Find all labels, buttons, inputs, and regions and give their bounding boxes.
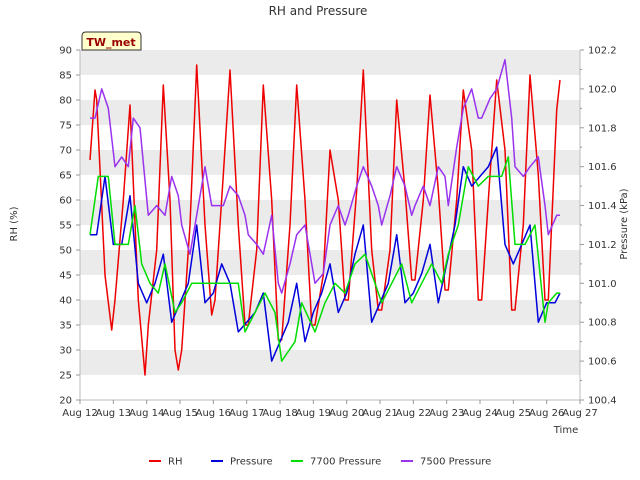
plot-band xyxy=(80,300,580,325)
y-tick-label-right: 101.8 xyxy=(588,123,617,134)
y-tick-label-left: 85 xyxy=(59,71,72,82)
legend-item: 7700 Pressure xyxy=(291,457,381,468)
y-tick-label-left: 25 xyxy=(59,371,72,382)
legend-label: Pressure xyxy=(230,457,273,468)
x-tick-label: Aug 27 xyxy=(562,408,597,419)
chart-title: RH and Pressure xyxy=(269,4,368,18)
y-tick-label-left: 75 xyxy=(59,121,72,132)
x-tick-label: Aug 20 xyxy=(329,408,364,419)
plot-band xyxy=(80,350,580,375)
legend: RH Pressure 7700 Pressure 7500 Pressure xyxy=(149,457,491,468)
x-tick-label: Aug 13 xyxy=(96,408,131,419)
legend-label: RH xyxy=(168,457,182,468)
station-badge: TW_met xyxy=(81,31,142,51)
x-axis-label: Time xyxy=(553,425,578,436)
y-tick-label-left: 35 xyxy=(59,321,72,332)
y-tick-label-right: 102.0 xyxy=(588,84,617,95)
y-tick-label-left: 65 xyxy=(59,171,72,182)
y-tick-label-left: 50 xyxy=(59,246,72,257)
y-tick-label-left: 20 xyxy=(59,396,72,407)
x-tick-label: Aug 12 xyxy=(62,408,97,419)
y-tick-label-left: 90 xyxy=(59,46,72,57)
y-tick-label-right: 101.6 xyxy=(588,162,617,173)
station-label: TW_met xyxy=(86,36,135,49)
plot-band xyxy=(80,200,580,225)
x-tick-label: Aug 15 xyxy=(162,408,197,419)
series-layer xyxy=(89,58,561,376)
series-line-pressure xyxy=(90,146,561,362)
y-tick-label-left: 30 xyxy=(59,346,72,357)
plot-background-bands xyxy=(80,50,580,375)
series-line-7500-pressure xyxy=(90,58,560,294)
y-tick-label-right: 100.6 xyxy=(588,357,617,368)
x-tick-label: Aug 16 xyxy=(196,408,231,419)
y-tick-label-right: 101.2 xyxy=(588,240,617,251)
legend-item: Pressure xyxy=(211,457,273,468)
y-tick-label-right: 102.2 xyxy=(588,46,617,57)
y-axis-label-left: RH (%) xyxy=(9,206,20,241)
y-tick-label-left: 60 xyxy=(59,196,72,207)
plot-band xyxy=(80,100,580,125)
y-tick-label-right: 101.4 xyxy=(588,201,617,212)
y-tick-label-right: 100.4 xyxy=(588,396,617,407)
x-tick-label: Aug 21 xyxy=(362,408,397,419)
y-tick-label-left: 80 xyxy=(59,96,72,107)
y-axis-label-right: Pressure (kPa) xyxy=(619,188,630,259)
x-tick-label: Aug 22 xyxy=(396,408,431,419)
y-tick-label-left: 70 xyxy=(59,146,72,157)
y-tick-label-left: 55 xyxy=(59,221,72,232)
x-tick-label: Aug 18 xyxy=(262,408,297,419)
legend-item: 7500 Pressure xyxy=(401,457,491,468)
y-tick-label-left: 40 xyxy=(59,296,72,307)
legend-item: RH xyxy=(149,457,182,468)
plot-band xyxy=(80,50,580,75)
y-tick-label-left: 45 xyxy=(59,271,72,282)
x-tick-label: Aug 19 xyxy=(296,408,331,419)
x-tick-label: Aug 25 xyxy=(496,408,531,419)
series-line-7700-pressure xyxy=(89,156,560,362)
y-tick-label-right: 100.8 xyxy=(588,318,617,329)
legend-label: 7500 Pressure xyxy=(420,457,491,468)
axes-layer: 20 25 30 35 40 45 50 55 60 65 70 75 80 85 90 100.4 100.6… xyxy=(59,46,616,420)
x-tick-label: Aug 14 xyxy=(129,408,164,419)
x-tick-label: Aug 26 xyxy=(529,408,564,419)
x-tick-label: Aug 23 xyxy=(429,408,464,419)
legend-label: 7700 Pressure xyxy=(310,457,381,468)
y-tick-label-right: 101.0 xyxy=(588,279,617,290)
x-tick-label: Aug 24 xyxy=(462,408,497,419)
x-tick-label: Aug 17 xyxy=(229,408,264,419)
